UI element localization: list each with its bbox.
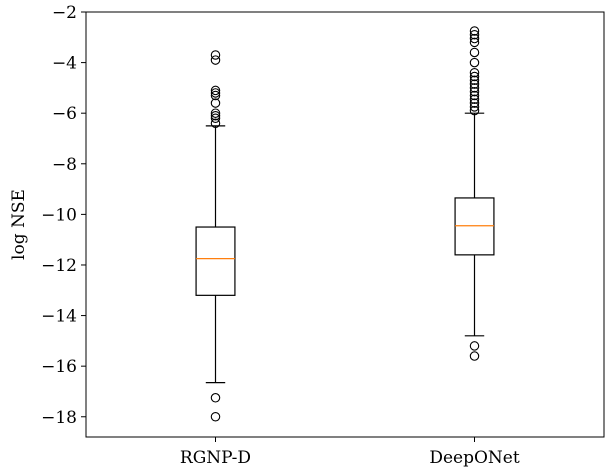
outlier-point: [210, 113, 221, 124]
y-tick-label: −8: [52, 155, 77, 175]
iqr-box: [195, 226, 236, 296]
outlier-point: [469, 351, 480, 361]
outlier-point: [469, 90, 480, 101]
y-tick-label: −18: [41, 408, 77, 428]
y-tick-label: −6: [52, 104, 77, 124]
outlier-point: [469, 102, 480, 112]
outlier-point: [210, 393, 221, 403]
box-deeponet: [454, 26, 495, 361]
outlier-point: [469, 71, 480, 82]
outlier-point: [469, 75, 480, 86]
y-tick-label: −14: [41, 307, 77, 327]
outlier-point: [469, 98, 480, 108]
outlier-point: [210, 108, 221, 118]
outlier-point: [210, 55, 221, 65]
x-tick-label: RGNP-D: [180, 448, 251, 467]
outlier-point: [210, 85, 221, 96]
outlier-point: [210, 90, 221, 101]
outlier-point: [469, 26, 480, 36]
x-axis-ticks: RGNP-D DeepONet: [180, 437, 520, 467]
outlier-point: [210, 88, 221, 98]
outlier-point: [469, 105, 480, 116]
outlier-point: [469, 83, 480, 93]
outlier-point: [210, 118, 221, 129]
box-rgnp-d: [195, 50, 236, 422]
outlier-point: [469, 57, 480, 68]
y-axis-label: log NSE: [9, 189, 29, 260]
outlier-point: [469, 33, 480, 44]
outlier-point: [469, 30, 480, 40]
outlier-point: [210, 50, 221, 60]
outlier-point: [469, 86, 480, 97]
y-tick-label: −16: [41, 357, 77, 377]
box-plot-series: [195, 26, 495, 422]
x-tick-label: DeepONet: [429, 448, 520, 467]
y-tick-label: −4: [52, 54, 77, 74]
outlier-point: [469, 94, 480, 105]
outlier-point: [469, 47, 480, 58]
plot-frame: [85, 11, 605, 438]
outlier-point: [469, 341, 480, 351]
outlier-point: [469, 79, 480, 89]
y-axis-ticks: −18 −16 −14 −12 −10 −8 −6 −4 −2: [41, 3, 86, 428]
outlier-point: [469, 67, 480, 78]
outlier-point: [210, 412, 221, 422]
outlier-point: [210, 110, 221, 121]
outlier-point: [210, 98, 221, 108]
y-tick-label: −12: [41, 256, 77, 276]
y-tick-label: −10: [41, 205, 77, 225]
outlier-point: [469, 37, 480, 48]
y-tick-label: −2: [52, 3, 77, 23]
